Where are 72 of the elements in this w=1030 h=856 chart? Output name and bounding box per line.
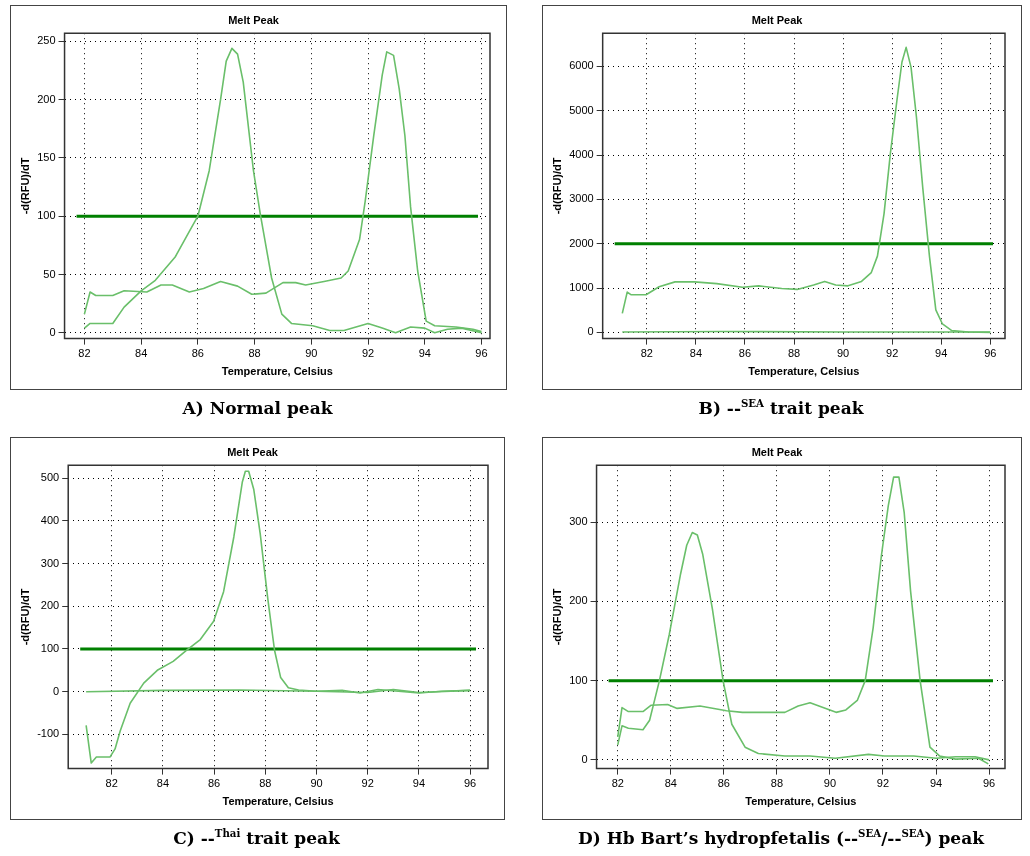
x-tick-label: 88 xyxy=(787,347,801,360)
x-tick-label: 94 xyxy=(412,777,426,790)
y-tick-label: 100 xyxy=(37,209,56,222)
text: D) Hb Bart’s hydropfetalis (--$^{SEA}$/--$^{SEA}$) peak xyxy=(577,826,986,849)
y-axis-title: -d(RFU)/dT xyxy=(550,588,563,646)
y-tick-label: 0 xyxy=(581,752,588,765)
y-tick-label: 50 xyxy=(43,267,56,280)
x-tick-label: 90 xyxy=(823,777,837,790)
y-tick-label: 500 xyxy=(40,471,60,484)
y-tick-label: 300 xyxy=(40,556,60,569)
x-axis-title: Temperature, Celsius xyxy=(222,795,334,808)
x-axis-title: Temperature, Celsius xyxy=(748,365,860,378)
x-tick-label: 94 xyxy=(929,777,943,790)
text: C) --$^{Thai}$ trait peak xyxy=(172,826,341,849)
x-tick-label: 82 xyxy=(78,347,91,360)
y-tick-label: 300 xyxy=(569,515,588,528)
text: B) --$^{SEA}$ trait peak xyxy=(697,396,865,419)
y-tick-label: -100 xyxy=(37,727,60,740)
x-tick-label: 88 xyxy=(770,777,784,790)
x-tick-label: 96 xyxy=(475,347,488,360)
x-tick-label: 84 xyxy=(156,777,170,790)
y-tick-label: 200 xyxy=(569,594,588,607)
x-tick-label: 84 xyxy=(689,347,703,360)
x-tick-label: 94 xyxy=(935,347,948,360)
x-axis-title: Temperature, Celsius xyxy=(221,365,333,378)
x-tick-label: 88 xyxy=(248,347,261,360)
x-tick-label: 84 xyxy=(664,777,677,790)
y-tick-label: 0 xyxy=(49,325,56,338)
x-axis-title: Temperature, Celsius xyxy=(745,795,857,808)
y-tick-label: 2000 xyxy=(569,236,594,249)
chart-title: Melt Peak xyxy=(227,445,279,458)
y-tick-label: 0 xyxy=(587,325,594,338)
y-tick-label: 6000 xyxy=(569,59,594,72)
y-tick-label: 1000 xyxy=(569,281,594,294)
x-tick-label: 96 xyxy=(463,777,477,790)
x-tick-label: 92 xyxy=(876,777,890,790)
y-axis-title: -d(RFU)/dT xyxy=(550,157,563,215)
x-tick-label: 84 xyxy=(135,347,148,360)
chart-title: Melt Peak xyxy=(228,13,280,26)
text: A) Normal peak xyxy=(181,397,334,419)
y-tick-label: 150 xyxy=(37,150,56,163)
chart-title: Melt Peak xyxy=(751,13,804,26)
y-tick-label: 200 xyxy=(37,92,56,105)
x-tick-label: 94 xyxy=(418,347,431,360)
y-tick-label: 100 xyxy=(569,673,588,686)
x-tick-label: 86 xyxy=(717,777,730,790)
x-tick-label: 96 xyxy=(984,347,997,360)
y-tick-label: 200 xyxy=(40,599,60,612)
y-tick-label: 250 xyxy=(37,34,56,47)
chart-title: Melt Peak xyxy=(751,445,804,458)
x-tick-label: 86 xyxy=(191,347,204,360)
x-tick-label: 90 xyxy=(310,777,323,790)
y-tick-label: 100 xyxy=(40,641,60,654)
x-tick-label: 96 xyxy=(982,777,996,790)
x-tick-label: 92 xyxy=(361,347,375,360)
x-tick-label: 90 xyxy=(836,347,850,360)
x-tick-label: 86 xyxy=(738,347,752,360)
y-tick-label: 0 xyxy=(53,684,60,697)
y-tick-label: 5000 xyxy=(569,103,594,116)
x-tick-label: 86 xyxy=(207,777,221,790)
y-tick-label: 400 xyxy=(40,513,60,526)
x-tick-label: 90 xyxy=(305,347,318,360)
x-tick-label: 92 xyxy=(886,347,899,360)
x-tick-label: 82 xyxy=(105,777,118,790)
y-tick-label: 3000 xyxy=(569,192,594,205)
y-tick-label: 4000 xyxy=(569,148,594,161)
x-tick-label: 88 xyxy=(259,777,272,790)
x-tick-label: 92 xyxy=(361,777,374,790)
x-tick-label: 82 xyxy=(640,347,653,360)
y-axis-title: -d(RFU)/dT xyxy=(18,588,31,646)
x-tick-label: 82 xyxy=(611,777,624,790)
y-axis-title: -d(RFU)/dT xyxy=(18,157,31,215)
